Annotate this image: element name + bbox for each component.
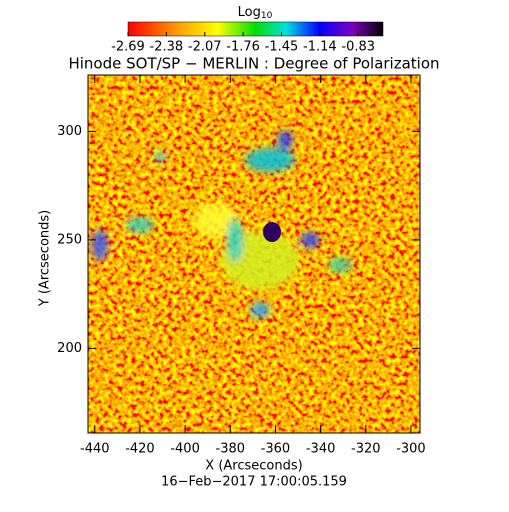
map-image xyxy=(88,75,420,433)
map-feature xyxy=(227,218,243,262)
map-feature xyxy=(250,302,270,318)
colorbar-label: Log10 xyxy=(238,5,273,21)
x-tick-label: -380 xyxy=(216,442,246,457)
y-axis-label: Y (Arcseconds) xyxy=(38,210,53,307)
map-feature xyxy=(126,217,154,233)
date-label: 16−Feb−2017 17:00:05.159 xyxy=(161,475,347,490)
x-tick-label: -400 xyxy=(170,442,200,457)
plot-frame xyxy=(87,74,421,434)
x-axis-label: X (Arcseconds) xyxy=(205,459,302,474)
y-tick-label: 300 xyxy=(57,124,82,139)
map-feature xyxy=(92,229,108,261)
colorbar-tick-label: -1.14 xyxy=(303,40,337,55)
x-tick-label: -420 xyxy=(125,442,155,457)
y-tick-label: 250 xyxy=(57,232,82,247)
y-tick-label: 200 xyxy=(57,341,82,356)
map-feature xyxy=(154,152,166,162)
x-tick-label: -360 xyxy=(261,442,291,457)
colorbar-tick-label: -2.38 xyxy=(150,40,184,55)
colorbar-label-text: Log xyxy=(238,5,261,20)
map-feature xyxy=(245,148,295,172)
x-tick-label: -320 xyxy=(351,442,381,457)
map-feature xyxy=(193,202,237,238)
map-feature xyxy=(328,257,352,273)
colorbar xyxy=(127,21,384,37)
colorbar-tick-label: -2.07 xyxy=(188,40,222,55)
map-feature xyxy=(277,130,293,150)
colorbar-label-sub: 10 xyxy=(261,11,273,21)
colorbar-tick-label: -0.83 xyxy=(341,40,375,55)
chart-title: Hinode SOT/SP − MERLIN : Degree of Polar… xyxy=(68,55,439,73)
colorbar-tick-label: -2.69 xyxy=(111,40,145,55)
map-features xyxy=(92,130,352,318)
colorbar-tick-label: -1.76 xyxy=(226,40,260,55)
colorbar-tick-label: -1.45 xyxy=(265,40,299,55)
x-tick-label: -340 xyxy=(306,442,336,457)
sunspot xyxy=(263,222,281,242)
x-tick-label: -440 xyxy=(80,442,110,457)
x-tick-label: -300 xyxy=(396,442,426,457)
map-feature xyxy=(300,232,320,248)
